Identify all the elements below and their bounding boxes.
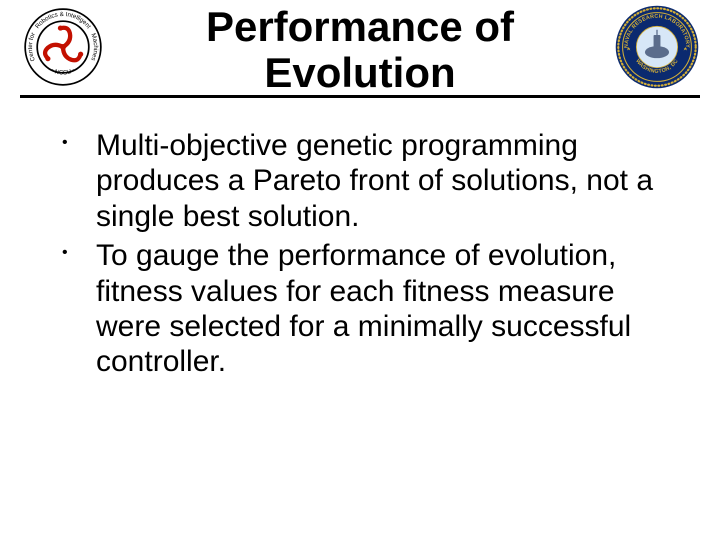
crim-left-text: Center for [27, 32, 37, 63]
bullet-text: To gauge the performance of evolution, f… [96, 239, 631, 378]
svg-text:• NCSU •: • NCSU • [50, 67, 76, 77]
crim-bottom-text: • NCSU • [50, 67, 76, 77]
title-line-1: Performance of [206, 3, 514, 50]
nrl-logo-icon: NAVAL RESEARCH LABORATORY WASHINGTON, DC [614, 4, 700, 90]
header: Robotics & Intelligent • NCSU • Center f… [20, 4, 700, 98]
list-item: To gauge the performance of evolution, f… [50, 238, 670, 380]
svg-text:Machines: Machines [89, 32, 99, 61]
content: Multi-objective genetic programming prod… [20, 98, 700, 380]
crim-right-text: Machines [89, 32, 99, 61]
bullet-list: Multi-objective genetic programming prod… [50, 128, 670, 380]
slide-title: Performance of Evolution [106, 4, 614, 95]
list-item: Multi-objective genetic programming prod… [50, 128, 670, 234]
bullet-text: Multi-objective genetic programming prod… [96, 129, 653, 233]
title-line-2: Evolution [264, 49, 455, 96]
slide: Robotics & Intelligent • NCSU • Center f… [0, 0, 720, 540]
crim-logo-icon: Robotics & Intelligent • NCSU • Center f… [20, 4, 106, 90]
right-logo: NAVAL RESEARCH LABORATORY WASHINGTON, DC [614, 4, 700, 95]
svg-text:Center for: Center for [27, 32, 37, 63]
title-block: Performance of Evolution [106, 4, 614, 95]
left-logo: Robotics & Intelligent • NCSU • Center f… [20, 4, 106, 95]
